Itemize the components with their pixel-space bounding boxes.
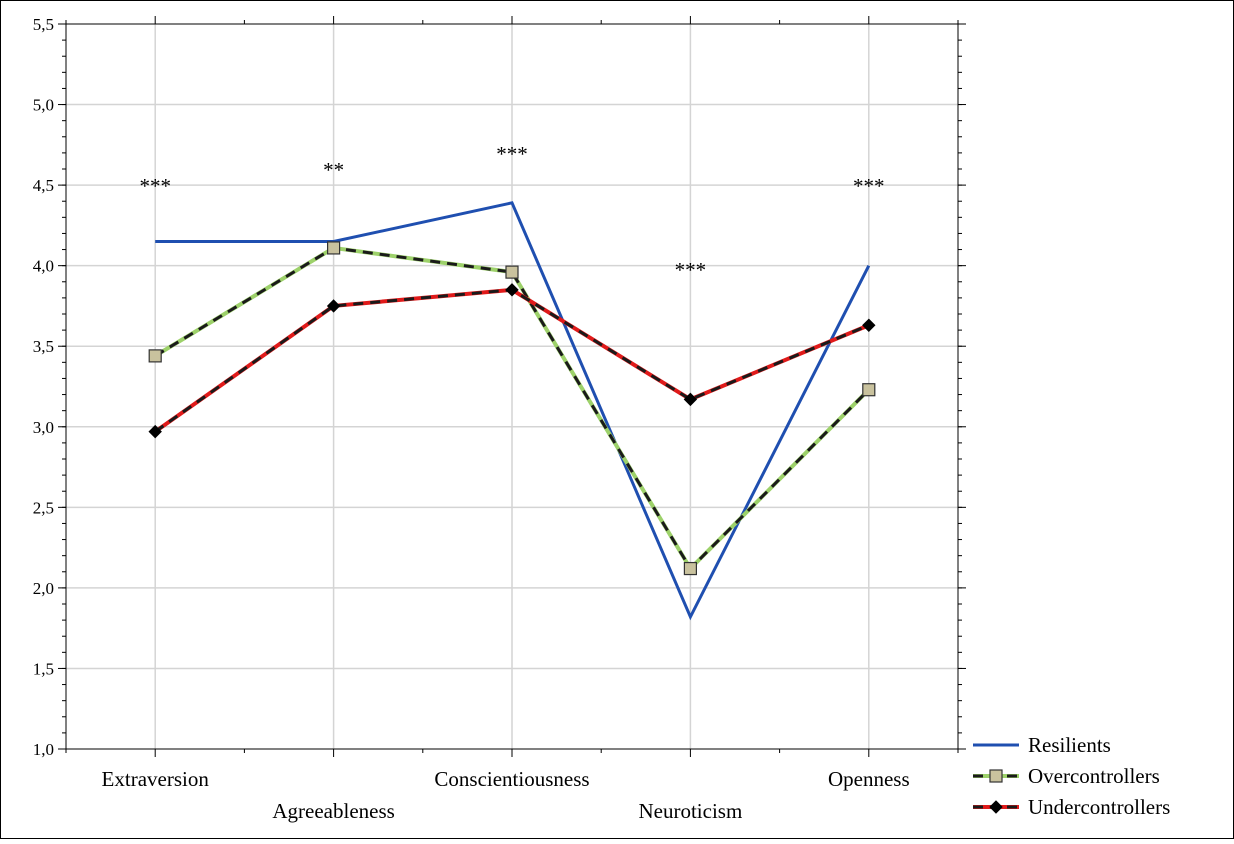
series-markers	[148, 241, 876, 576]
x-category-label: Agreeableness	[272, 799, 394, 823]
y-tick-label: 3,5	[33, 337, 54, 356]
y-tick-label: 5,0	[33, 96, 54, 115]
x-category-label: Extraversion	[102, 767, 210, 791]
significance-marker: **	[323, 158, 344, 182]
data-point-overcontrollers	[862, 383, 876, 397]
significance-marker: ***	[675, 258, 707, 282]
y-tick-label: 1,5	[33, 659, 54, 678]
x-category-label: Neuroticism	[638, 799, 742, 823]
y-tick-label: 2,5	[33, 498, 54, 517]
axes: 1,0 1,5 2,0 2,5 3,0 3,5 4,0 4,5 5,0 5,5 Extraversi…	[33, 15, 966, 823]
x-category-label: Openness	[828, 767, 910, 791]
data-point-overcontrollers	[148, 349, 162, 363]
y-tick-label: 4,5	[33, 176, 54, 195]
data-point-overcontrollers	[327, 241, 341, 255]
legend-label-overcontrollers: Overcontrollers	[1028, 764, 1160, 788]
legend-marker-overcontrollers	[989, 769, 1003, 783]
data-point-undercontrollers	[505, 283, 519, 297]
legend-marker-undercontrollers	[989, 800, 1003, 814]
legend-label-resilients: Resilients	[1028, 733, 1111, 757]
significance-annotations: **************	[139, 142, 884, 282]
y-tick-label: 1,0	[33, 740, 54, 759]
y-tick-label: 4,0	[33, 257, 54, 276]
series-line-resilients	[155, 201, 871, 621]
data-point-undercontrollers	[862, 318, 876, 332]
y-tick-label: 5,5	[33, 15, 54, 34]
y-tick-label: 2,0	[33, 579, 54, 598]
significance-marker: ***	[853, 174, 885, 198]
y-tick-label: 3,0	[33, 418, 54, 437]
data-point-undercontrollers	[326, 299, 341, 313]
legend: Resilients Overcontrollers Undercontroller…	[973, 733, 1170, 819]
data-point-undercontrollers	[148, 424, 162, 439]
x-category-label: Conscientiousness	[434, 767, 589, 791]
data-point-undercontrollers	[683, 392, 698, 407]
data-point-overcontrollers	[505, 265, 519, 279]
significance-marker: ***	[496, 142, 528, 166]
significance-marker: ***	[139, 174, 171, 198]
series-line-dash-overcontrollers	[154, 246, 870, 571]
data-point-overcontrollers	[683, 561, 698, 576]
legend-label-undercontrollers: Undercontrollers	[1028, 795, 1170, 819]
